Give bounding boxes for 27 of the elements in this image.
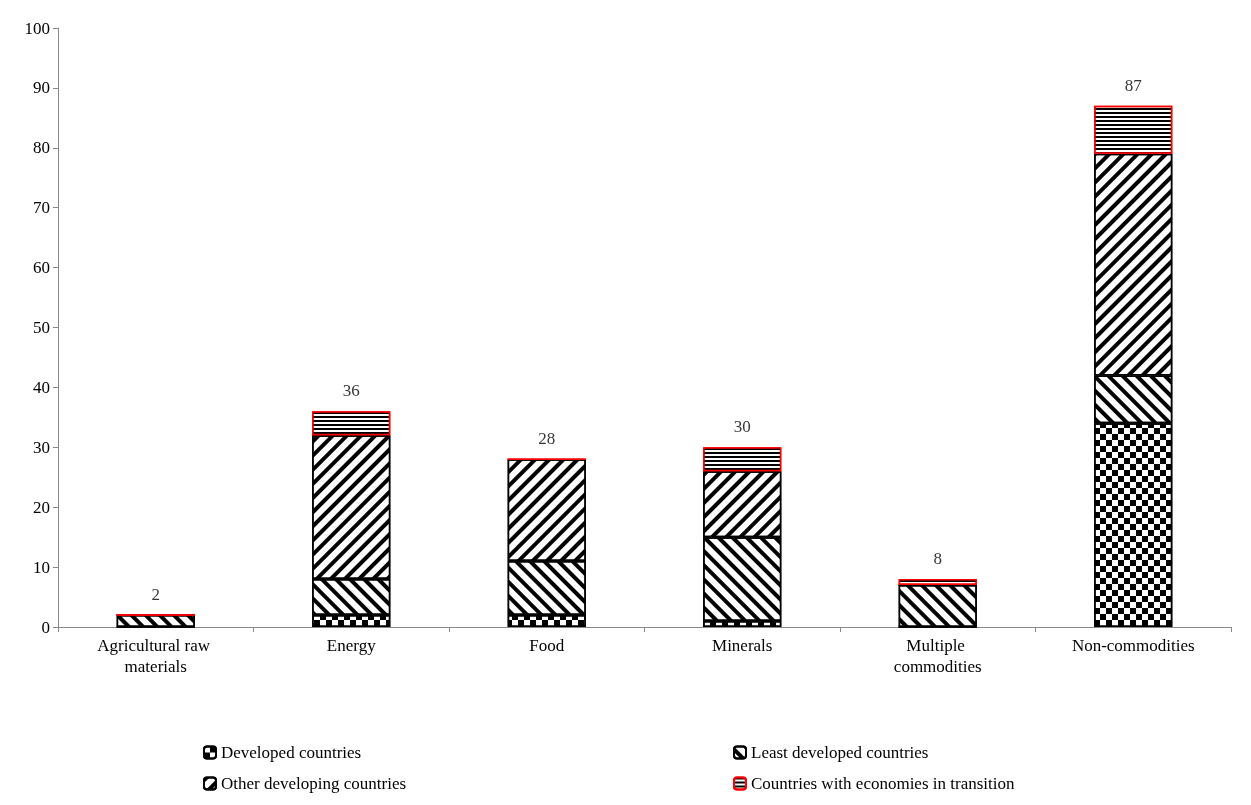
total-label: 87 <box>1124 75 1143 95</box>
y-tick-label: 10 <box>33 557 50 577</box>
x-tick-label: Energy <box>326 636 377 655</box>
x-tick-label: Agricultural raw materials <box>97 636 215 676</box>
legend-label: Countries with economies in transition <box>751 774 1015 793</box>
y-tick-label: 80 <box>33 138 50 158</box>
total-label: 28 <box>538 429 556 449</box>
x-tick-label: Non-commodities <box>1071 636 1195 655</box>
x-tick-label: Food <box>529 636 565 655</box>
total-label: 8 <box>933 549 942 569</box>
y-tick-label: 30 <box>33 437 50 457</box>
x-tick-label: Multiple commodities <box>893 636 982 676</box>
legend-label: Developed countries <box>221 743 362 762</box>
total-label: 2 <box>151 585 160 605</box>
legend-label: Other developing countries <box>221 774 407 793</box>
y-tick-label: 60 <box>33 258 50 278</box>
total-label: 30 <box>733 417 751 437</box>
total-label: 36 <box>342 381 360 401</box>
y-tick-label: 40 <box>33 377 50 397</box>
y-tick-label: 90 <box>33 78 50 98</box>
y-tick-label: 100 <box>24 18 50 38</box>
y-tick-label: 70 <box>33 198 50 218</box>
x-tick-label: Minerals <box>712 636 773 655</box>
legend-label: Least developed countries <box>751 743 929 762</box>
y-tick-label: 50 <box>33 318 50 337</box>
y-tick-label: 20 <box>33 497 50 517</box>
y-tick-label: 0 <box>41 617 50 637</box>
